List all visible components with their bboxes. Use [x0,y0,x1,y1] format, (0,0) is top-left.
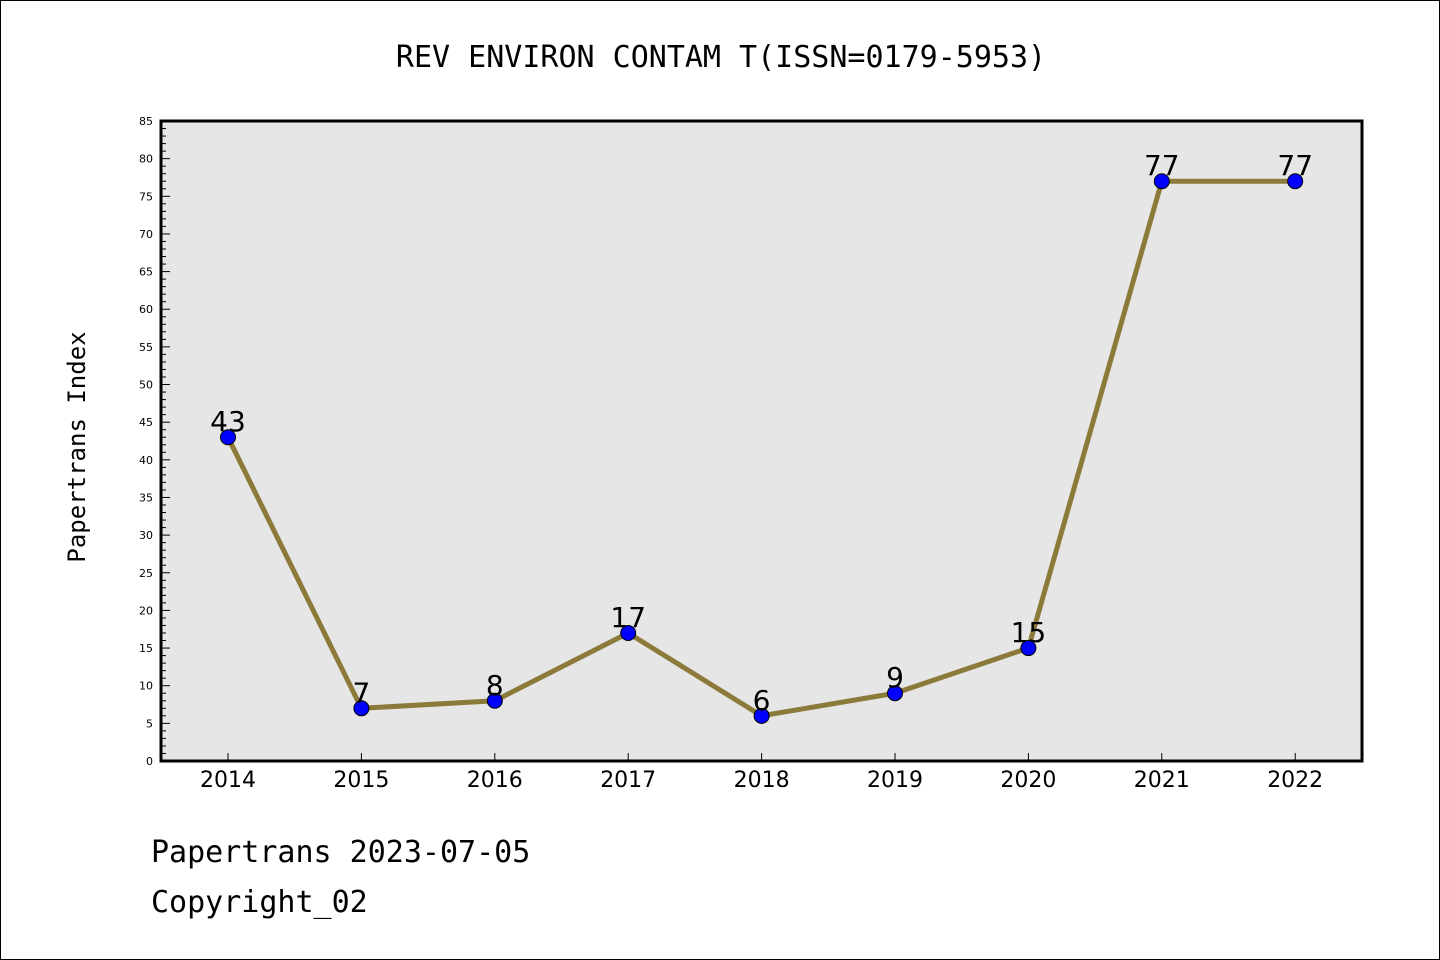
data-label: 77 [1277,149,1313,182]
data-label: 17 [610,601,646,634]
y-tick-label: 85 [139,115,153,128]
y-tick-label: 60 [139,303,153,316]
y-tick-label: 65 [139,266,153,279]
y-tick-label: 35 [139,491,153,504]
data-point [620,625,637,641]
y-tick-label: 75 [139,190,153,203]
data-point [353,700,370,717]
y-axis-label: Papertrans Index [63,331,91,562]
data-label: 15 [1011,616,1047,649]
y-tick-label: 0 [146,755,153,768]
x-tick-label: 2017 [600,768,656,793]
x-axis-ticks: 2014 2015 2016 2017 2018 2019 2020 2021 2022 [200,753,1323,793]
y-tick-label: 45 [139,416,153,429]
x-tick-label: 2015 [333,768,389,793]
data-label: 9 [886,661,904,694]
y-axis-ticks: 0 5 10 15 20 25 30 35 40 45 50 55 60 65 70 75 80 85 [139,115,170,768]
y-tick-label: 50 [139,379,153,392]
x-tick-label: 2021 [1134,768,1190,793]
y-tick-label: 40 [139,454,153,467]
x-tick-label: 2014 [200,768,256,793]
y-tick-label: 30 [139,529,153,542]
x-tick-label: 2022 [1267,768,1323,793]
footer-copyright: Copyright_02 [151,885,368,920]
data-label: 43 [210,405,246,438]
x-tick-label: 2019 [867,768,923,793]
plot-area [159,119,1364,763]
y-tick-label: 15 [139,642,153,655]
data-point [1287,173,1304,190]
data-point [887,685,903,702]
footer-date: Papertrans 2023-07-05 [151,835,531,870]
data-point [753,707,770,724]
y-tick-label: 80 [139,153,153,166]
x-tick-label: 2018 [734,768,790,793]
y-tick-label: 70 [139,228,153,241]
data-label: 7 [352,676,370,709]
data-label: 8 [486,669,504,702]
y-tick-label: 55 [139,341,153,354]
chart-title: REV ENVIRON CONTAM T(ISSN=0179-5953) [396,40,1046,75]
y-tick-label: 10 [139,680,153,693]
x-tick-label: 2020 [1000,768,1056,793]
data-label: 77 [1144,149,1180,182]
data-point [220,429,236,446]
data-point [486,692,503,709]
series-line-group: 43 7 8 17 6 9 15 77 77 [210,149,1313,724]
data-point [1153,173,1170,190]
y-tick-label: 5 [146,717,153,730]
x-tick-label: 2016 [467,768,523,793]
y-tick-label: 20 [139,604,153,617]
data-label: 6 [753,684,771,717]
data-point [1020,640,1037,657]
y-tick-label: 25 [139,567,153,580]
